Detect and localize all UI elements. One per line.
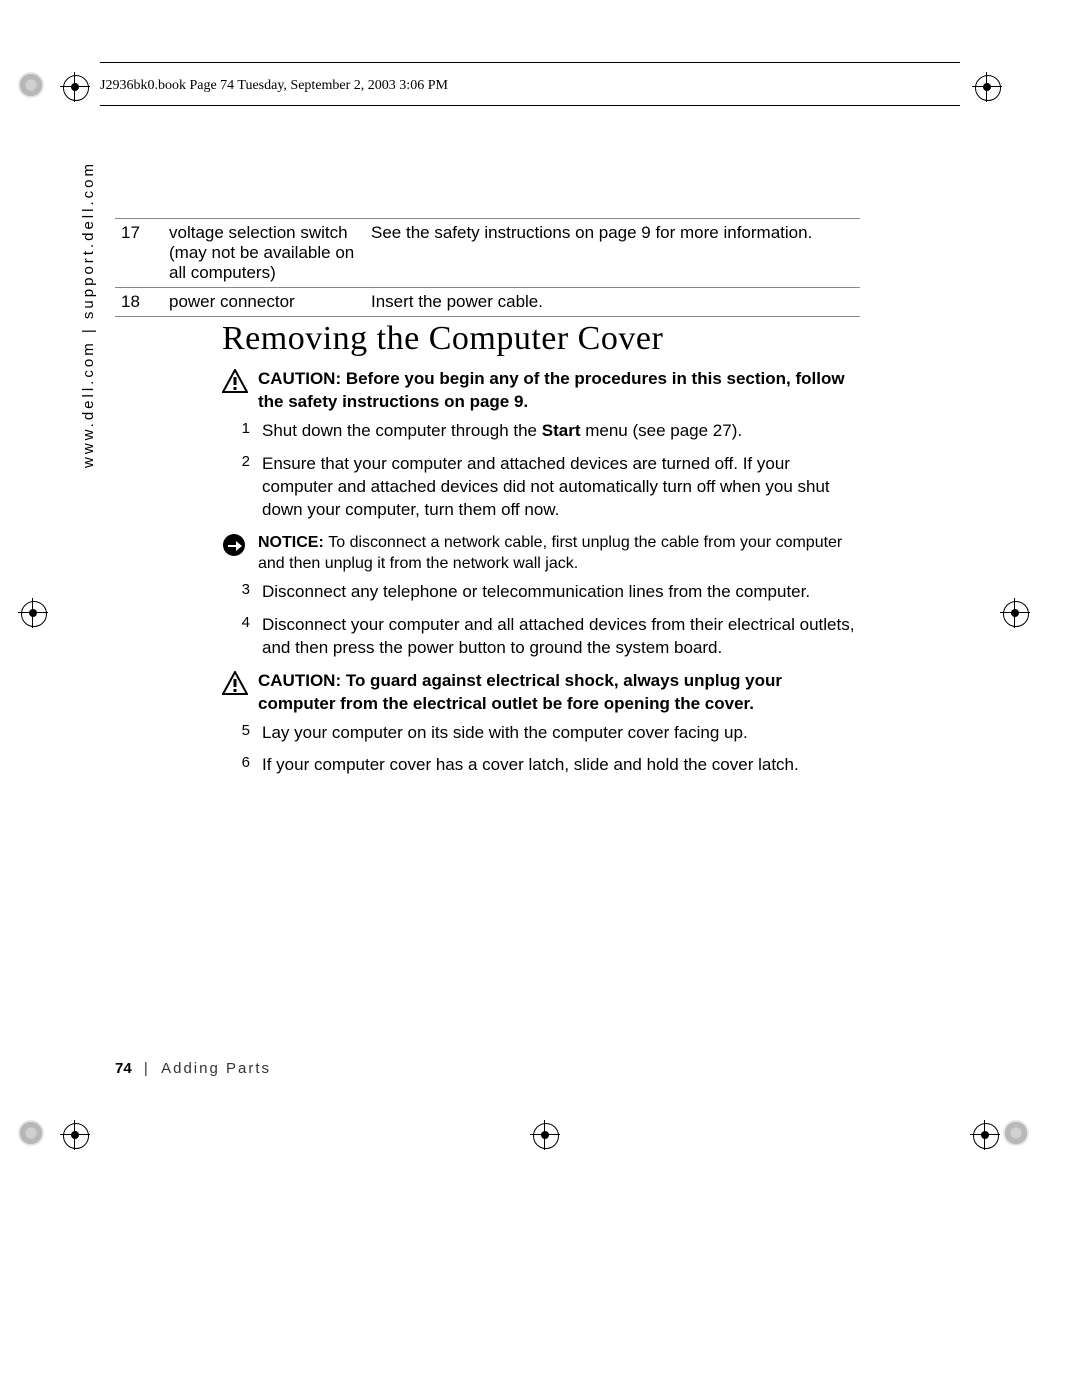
registration-mark <box>970 1120 1000 1150</box>
table-row: 18 power connector Insert the power cabl… <box>115 288 860 317</box>
caution-icon <box>222 671 252 695</box>
step-1: 1 Shut down the computer through the Sta… <box>222 420 862 443</box>
notice-text: To disconnect a network cable, first unp… <box>258 534 842 573</box>
row-desc: Insert the power cable. <box>365 288 860 317</box>
step-5: 5 Lay your computer on its side with the… <box>222 722 862 745</box>
header-rule <box>100 62 960 63</box>
page-number: 74 <box>115 1060 132 1077</box>
sidebar-url: www.dell.com | support.dell.com <box>80 161 97 468</box>
step-3: 3 Disconnect any telephone or telecommun… <box>222 581 862 604</box>
chapter-name: Adding Parts <box>161 1060 271 1077</box>
registration-mark <box>18 598 48 628</box>
section-title: Removing the Computer Cover <box>222 320 862 358</box>
row-number: 18 <box>115 288 163 317</box>
notice-icon <box>222 533 252 557</box>
caution-prefix: CAUTION: <box>258 369 346 388</box>
step-text: Disconnect any telephone or telecommunic… <box>262 581 862 604</box>
caution-prefix: CAUTION: <box>258 671 346 690</box>
registration-mark <box>60 72 90 102</box>
step-number: 4 <box>222 614 262 660</box>
step-number: 3 <box>222 581 262 604</box>
notice-prefix: NOTICE: <box>258 534 328 551</box>
header-rule <box>100 105 960 106</box>
header-text: J2936bk0.book Page 74 Tuesday, September… <box>100 78 448 94</box>
caution-block: CAUTION: Before you begin any of the pro… <box>222 368 862 414</box>
step-6: 6 If your computer cover has a cover lat… <box>222 754 862 777</box>
registration-mark <box>1000 598 1030 628</box>
definitions-table: 17 voltage selection switch (may not be … <box>115 218 860 317</box>
registration-mark <box>60 1120 90 1150</box>
registration-mark <box>530 1120 560 1150</box>
step-text: Disconnect your computer and all attache… <box>262 614 862 660</box>
crop-mark <box>1003 1120 1029 1146</box>
step-number: 2 <box>222 453 262 522</box>
row-label: power connector <box>163 288 365 317</box>
caution-block: CAUTION: To guard against electrical sho… <box>222 670 862 716</box>
step-text: Ensure that your computer and attached d… <box>262 453 862 522</box>
row-number: 17 <box>115 219 163 288</box>
notice-block: NOTICE: To disconnect a network cable, f… <box>222 532 862 575</box>
registration-mark <box>972 72 1002 102</box>
step-4: 4 Disconnect your computer and all attac… <box>222 614 862 660</box>
row-label: voltage selection switch (may not be ava… <box>163 219 365 288</box>
step-text: If your computer cover has a cover latch… <box>262 754 862 777</box>
crop-mark <box>18 72 44 98</box>
start-menu-label: Start <box>542 421 581 440</box>
crop-mark <box>18 1120 44 1146</box>
footer-separator: | <box>144 1060 150 1077</box>
step-text: menu (see page 27). <box>580 421 742 440</box>
step-text: Shut down the computer through the <box>262 421 542 440</box>
step-2: 2 Ensure that your computer and attached… <box>222 453 862 522</box>
row-desc: See the safety instructions on page 9 fo… <box>365 219 860 288</box>
caution-text: Before you begin any of the procedures i… <box>258 369 845 411</box>
caution-icon <box>222 369 252 393</box>
step-number: 5 <box>222 722 262 745</box>
step-text: Lay your computer on its side with the c… <box>262 722 862 745</box>
step-number: 1 <box>222 420 262 443</box>
step-number: 6 <box>222 754 262 777</box>
page-footer: 74 | Adding Parts <box>115 1060 271 1077</box>
table-row: 17 voltage selection switch (may not be … <box>115 219 860 288</box>
